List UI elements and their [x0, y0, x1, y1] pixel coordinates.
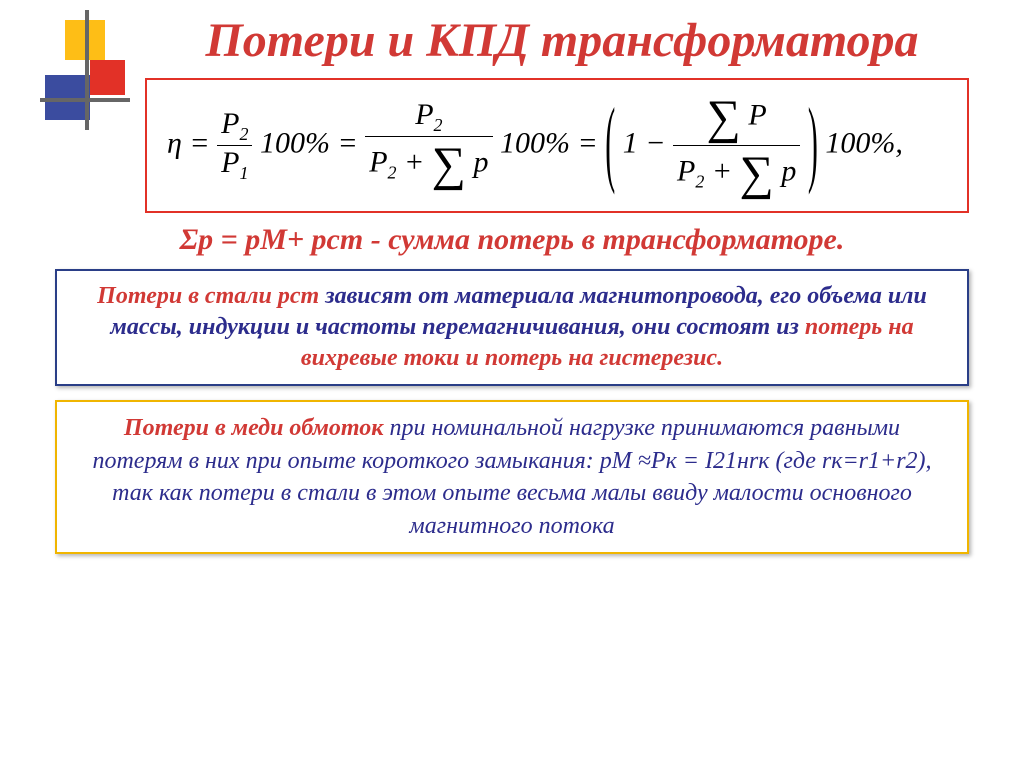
frac-p2-p1: P2 P1 [217, 107, 252, 184]
hundred-2: 100% [500, 126, 570, 159]
frac-sum-p2sum: ∑ P P2 + ∑ p [673, 90, 800, 201]
corner-logo [40, 10, 130, 140]
eq: = [189, 126, 209, 159]
page-title: Потери и КПД трансформатора [125, 15, 999, 68]
hundred-3: 100% [825, 126, 895, 159]
eq: = [337, 126, 357, 159]
sum-losses-line: Σp = pМ+ рст - сумма потерь в трансформа… [25, 223, 999, 257]
copper-losses-box: Потери в меди обмоток при номинальной на… [55, 400, 969, 554]
steel-highlight: Потери в стали рст [97, 283, 319, 309]
eta-symbol: η [167, 126, 182, 159]
one-minus: 1 − [623, 126, 666, 159]
hundred-1: 100% [260, 126, 330, 159]
copper-highlight: Потери в меди обмоток [124, 415, 384, 441]
rparen: ) [808, 91, 818, 200]
efficiency-formula: η = P2 P1 100% = P2 P2 + ∑ p 100% = ( 1 … [145, 78, 969, 213]
frac-p2-p2sum: P2 P2 + ∑ p [365, 98, 492, 192]
logo-square-red [90, 60, 125, 95]
logo-line-v [85, 10, 89, 130]
steel-losses-box: Потери в стали рст зависят от материала … [55, 269, 969, 387]
lparen: ( [605, 91, 615, 200]
eq: = [578, 126, 598, 159]
